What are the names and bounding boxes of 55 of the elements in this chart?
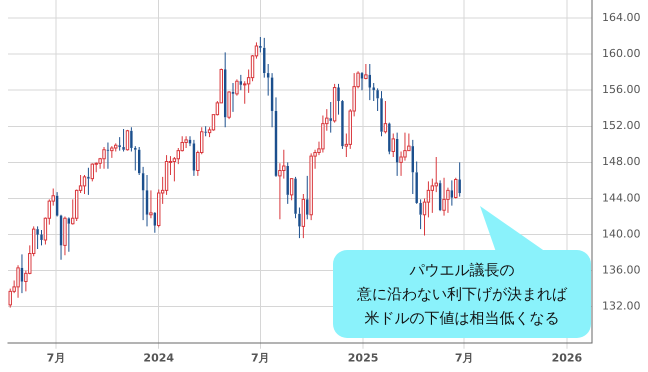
annotation: パウエル議長の (410, 260, 514, 281)
y-tick-label: 136.00 (602, 263, 640, 276)
candlestick (388, 122, 391, 155)
candlestick (306, 175, 308, 220)
candlestick (36, 226, 39, 250)
candlestick (259, 36, 262, 53)
candlestick (138, 146, 140, 176)
candlestick (415, 160, 418, 204)
candlestick (224, 52, 226, 128)
annotation: 意に沿わない利下げが決まれば (357, 284, 567, 305)
candlestick (106, 142, 110, 170)
candlestick (438, 180, 442, 212)
candlestick (118, 136, 121, 152)
y-tick-label: 148.00 (602, 155, 640, 168)
candlestick (240, 74, 242, 91)
candlestick (458, 162, 461, 198)
candlestick (192, 139, 196, 176)
candlestick (56, 192, 58, 218)
y-tick-label: 164.00 (602, 10, 640, 24)
y-tick-label: 132.00 (602, 300, 640, 313)
x-tick-label: 2026 (552, 351, 583, 364)
candlestick (20, 254, 24, 294)
y-tick-label: 152.00 (602, 119, 640, 132)
candlestick (412, 139, 414, 194)
candlestick (68, 216, 70, 252)
candlestick (368, 64, 371, 101)
candlestick (286, 162, 289, 204)
candlestick (263, 37, 266, 78)
candlestick (232, 82, 234, 112)
candlestick (122, 128, 125, 152)
candlestick (204, 126, 207, 137)
candlestick (130, 126, 133, 152)
candlestick (60, 214, 62, 260)
x-tick-label: 7月 (46, 351, 66, 364)
candlestick (266, 64, 270, 96)
candlestick (372, 82, 375, 102)
x-tick-label: 7月 (251, 351, 270, 364)
x-tick-label: 2024 (143, 351, 174, 364)
y-tick-label: 140.00 (602, 227, 640, 240)
candlestick (298, 206, 301, 239)
candlestick (450, 180, 454, 206)
x-tick-label: 7月 (454, 351, 474, 364)
y-tick-label: 156.00 (602, 83, 640, 96)
candlestick (419, 198, 422, 230)
x-tick-label: 2025 (348, 351, 378, 364)
candlestick (376, 88, 379, 112)
y-tick-label: 144.00 (602, 191, 640, 204)
candlestick (329, 101, 332, 134)
candlestick (154, 211, 156, 234)
candlestick (396, 132, 398, 176)
candlestick (341, 100, 344, 150)
candlestick (142, 166, 144, 221)
annotation: 米ドルの下値は相当低くなる (364, 308, 560, 329)
y-tick-label: 160.00 (602, 46, 640, 60)
candlestick (270, 72, 274, 128)
